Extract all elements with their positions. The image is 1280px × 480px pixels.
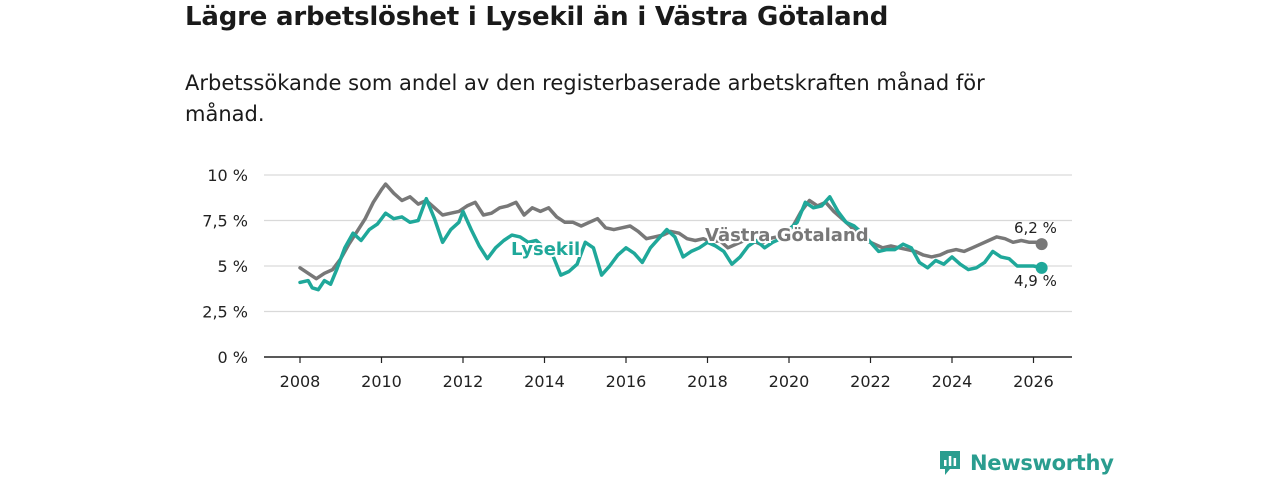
chart-subtitle: Arbetssökande som andel av den registerb… [185,71,985,126]
end-label-vastra-gotaland: 6,2 % [1014,219,1057,237]
y-axis-ticks: 0 % 2,5 % 5 % 7,5 % 10 % [202,166,248,367]
grid-lines [264,174,1072,313]
series-line-lysekil [298,195,1044,292]
x-tick-label: 2014 [524,372,565,391]
x-tick-label: 2016 [606,372,647,391]
series-end-marker-lysekil [1035,261,1048,274]
x-tick-label: 2008 [280,372,321,391]
y-tick-label: 2,5 % [202,303,248,322]
y-tick-label: 7,5 % [202,212,248,231]
series-label-vastra-gotaland: Västra Götaland [705,225,869,246]
series-end-marker-vastra-gotaland [1035,238,1048,251]
x-tick-label: 2026 [1013,372,1054,391]
x-tick-label: 2010 [361,372,402,391]
brand-name: Newsworthy [970,451,1114,475]
end-label-lysekil: 4,9 % [1014,272,1057,290]
x-tick-label: 2012 [443,372,484,391]
series-label-lysekil: Lysekil [511,239,580,260]
y-tick-label: 5 % [218,257,248,276]
x-tick-label: 2018 [687,372,728,391]
series-labels: Västra Götaland Lysekil 6,2 % 4,9 % [509,219,1057,290]
series [298,182,1048,292]
newsworthy-brand: Newsworthy [938,448,1114,478]
chart-title: Lägre arbetslöshet i Lysekil än i Västra… [185,2,889,32]
x-axis-ticks: 2008 2010 2012 2014 2016 2018 2020 2022 2024 2026 [280,357,1054,391]
y-tick-label: 0 % [218,348,248,367]
x-tick-label: 2024 [932,372,973,391]
x-tick-label: 2020 [769,372,810,391]
y-tick-label: 10 % [207,166,248,185]
newsworthy-logo-icon [940,451,960,475]
x-tick-label: 2022 [850,372,891,391]
